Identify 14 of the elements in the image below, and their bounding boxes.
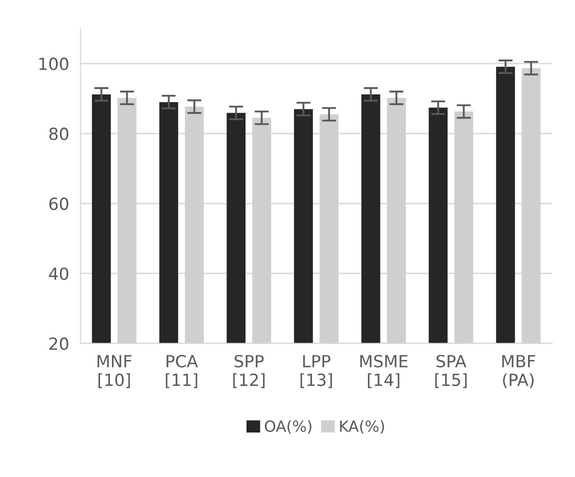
x-tick-label: LPP [13] [300, 355, 332, 388]
y-tick-label: 40 [48, 267, 68, 280]
x-tick-label: PCA [11] [166, 354, 198, 388]
x-tick-label: MNF [10] [98, 355, 132, 388]
x-tick-label: MSME [14] [360, 354, 408, 388]
x-tick-label: SPP [12] [233, 354, 265, 388]
legend-label: KA(%) [340, 420, 384, 434]
y-tick-label: 20 [49, 337, 68, 350]
y-tick-label: 80 [49, 128, 68, 140]
y-tick-label: 100 [39, 58, 68, 70]
x-tick-label: SPA [15] [435, 354, 467, 388]
x-tick-label: MBF (PA) [502, 355, 536, 388]
legend-label: OA(%) [264, 420, 312, 434]
y-tick-label: 60 [49, 197, 68, 210]
